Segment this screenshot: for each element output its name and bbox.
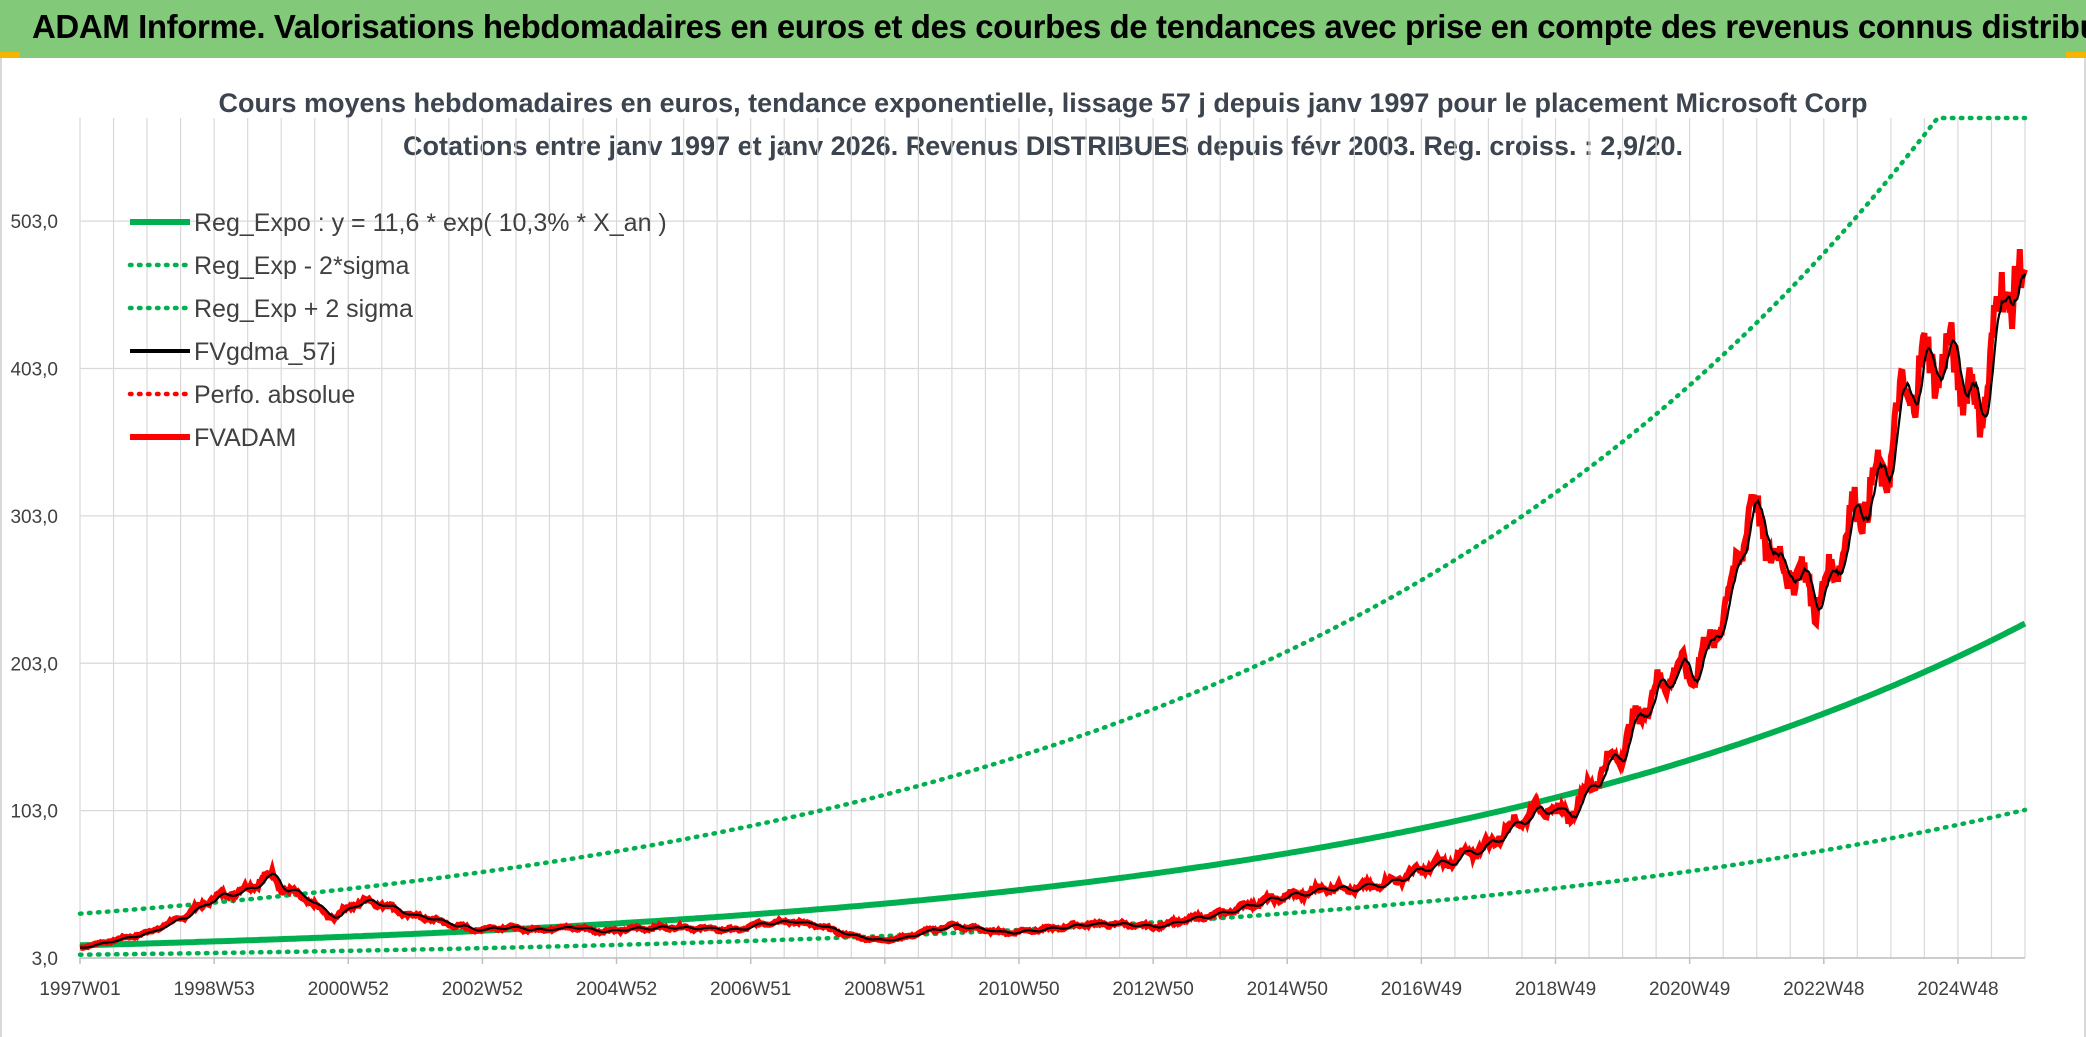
x-tick-label: 2022W48 xyxy=(1783,979,1864,1000)
corner-marker-left xyxy=(0,52,20,58)
legend-label: Perfo. absolue xyxy=(194,381,355,409)
legend-label: Reg_Exp - 2*sigma xyxy=(194,252,409,280)
legend-label: Reg_Exp + 2 sigma xyxy=(194,295,413,323)
legend: Reg_Expo : y = 11,6 * exp( 10,3% * X_an … xyxy=(127,209,667,452)
y-tick-label: 3,0 xyxy=(32,949,58,970)
y-tick-label: 503,0 xyxy=(10,212,58,233)
series-fvadam xyxy=(79,248,2028,952)
x-tick-label: 2002W52 xyxy=(442,979,523,1000)
grid-layer xyxy=(79,118,2026,959)
x-tick-label: 2024W48 xyxy=(1917,979,1998,1000)
corner-marker-right xyxy=(2066,52,2086,58)
x-tick-label: 2000W52 xyxy=(308,979,389,1000)
x-tick-label: 2012W50 xyxy=(1112,979,1193,1000)
chart-title: Cours moyens hebdomadaires en euros, ten… xyxy=(219,88,1868,118)
chart-subtitle: Cotations entre janv 1997 et janv 2026. … xyxy=(403,131,1683,161)
series-layer xyxy=(77,115,2028,957)
y-tick-label: 203,0 xyxy=(10,654,58,675)
y-tick-label: 103,0 xyxy=(10,802,58,823)
x-tick-label: 2016W49 xyxy=(1381,979,1462,1000)
x-tick-label: 1997W01 xyxy=(39,979,120,1000)
report-title: ADAM Informe. Valorisations hebdomadaire… xyxy=(32,8,2086,45)
x-tick-label: 2010W50 xyxy=(978,979,1059,1000)
x-tick-label: 2006W51 xyxy=(710,979,791,1000)
x-tick-label: 1998W53 xyxy=(173,979,254,1000)
x-tick-label: 2014W50 xyxy=(1247,979,1328,1000)
series-reg-exp-plus-2-sigma xyxy=(77,115,2028,916)
chart-frame xyxy=(0,58,2086,1037)
axis-layer: 3,0 103,0 203,0 303,0 403,0 503,0 1997W01 1998W… xyxy=(10,212,2025,1000)
y-tick-label: 403,0 xyxy=(10,360,58,381)
x-tick-label: 2008W51 xyxy=(844,979,925,1000)
y-tick-label: 303,0 xyxy=(10,507,58,528)
x-tick-label: 2004W52 xyxy=(576,979,657,1000)
legend-label: FVgdma_57j xyxy=(194,338,336,366)
legend-label: FVADAM xyxy=(194,424,296,452)
x-tick-label: 2018W49 xyxy=(1515,979,1596,1000)
series-fvgdma-57j xyxy=(79,273,2027,949)
legend-label: Reg_Expo : y = 11,6 * exp( 10,3% * X_an … xyxy=(194,209,667,237)
series-reg-expo xyxy=(79,620,2027,949)
x-tick-label: 2020W49 xyxy=(1649,979,1730,1000)
report-banner: ADAM Informe. Valorisations hebdomadaire… xyxy=(0,0,2086,58)
